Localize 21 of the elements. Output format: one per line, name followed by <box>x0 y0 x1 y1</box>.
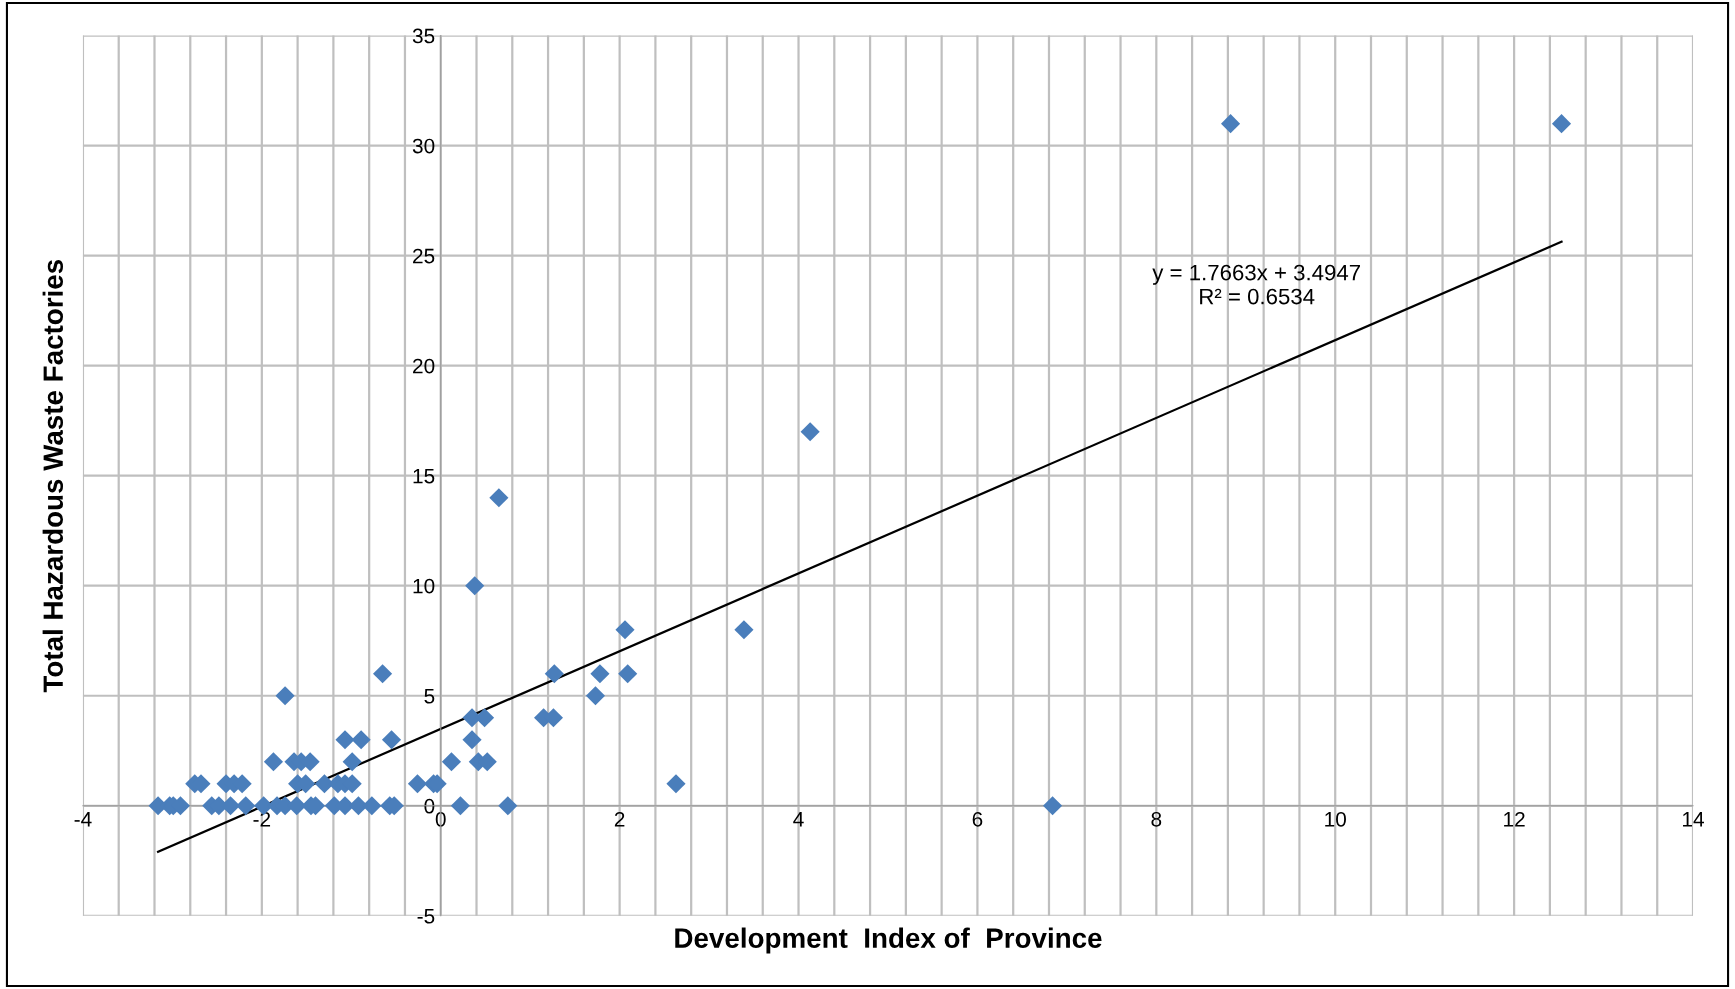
x-tick-label: 10 <box>1325 811 1346 827</box>
y-tick-label: 30 <box>412 138 435 154</box>
y-tick-label: 0 <box>424 798 435 814</box>
x-tick-label: 8 <box>1151 811 1162 827</box>
x-axis-title: Development Index of Province <box>675 927 1102 954</box>
annotation: y = 1.7663x + 3.4947 R² = 0.6534 <box>1152 264 1360 305</box>
y-tick-label: 20 <box>413 358 435 374</box>
y-tick-label: 10 <box>413 578 435 594</box>
x-tick-label: 12 <box>1504 811 1525 827</box>
x-tick-label: -4 <box>74 812 92 827</box>
y-tick-label: -5 <box>417 909 435 924</box>
x-tick-label: 4 <box>793 812 804 827</box>
y-tick-label: 25 <box>413 248 435 264</box>
x-tick-label: 14 <box>1683 812 1704 827</box>
x-tick-label: 2 <box>614 811 625 827</box>
y-axis-title: Total Hazardous Waste Factories <box>42 259 64 693</box>
x-tick-label: 0 <box>435 811 446 827</box>
y-tick-label: 15 <box>413 468 435 484</box>
y-tick-label: 5 <box>424 688 435 704</box>
x-tick-label: 6 <box>972 811 983 827</box>
y-tick-label: 35 <box>412 28 435 44</box>
